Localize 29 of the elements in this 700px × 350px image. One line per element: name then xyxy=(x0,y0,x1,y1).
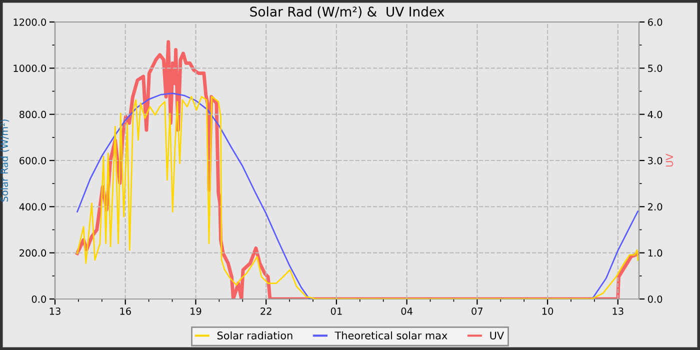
y-tick-label: 200.0 xyxy=(20,249,46,257)
y2-tick-label: 5.0 xyxy=(648,64,662,72)
y2-tick-label: 0.0 xyxy=(648,295,662,303)
y-tick-label: 800.0 xyxy=(19,110,46,118)
legend-label: UV xyxy=(490,332,504,340)
x-tick-label: 01 xyxy=(330,308,342,315)
x-tick-label: 22 xyxy=(260,308,272,315)
legend-label: Theoretical solar max xyxy=(334,331,448,340)
y-tick-label: 0.0 xyxy=(32,295,46,303)
y2-tick-label: 1.0 xyxy=(648,249,662,257)
x-tick-label: 07 xyxy=(472,308,483,315)
legend-label: Solar radiation xyxy=(217,331,292,340)
y2-tick-label: 2.0 xyxy=(648,203,662,210)
y2-tick-label: 3.0 xyxy=(648,156,662,164)
x-tick-label: 19 xyxy=(190,308,202,315)
y2-tick-label: 6.0 xyxy=(648,18,662,26)
y-tick-label: 400.0 xyxy=(19,203,46,210)
chart-title: Solar Rad (W/m²) & UV Index xyxy=(250,6,444,18)
x-tick-label: 13 xyxy=(50,308,60,315)
y2-tick-label: 4.0 xyxy=(648,110,662,118)
y-tick-label: 1000.0 xyxy=(14,64,46,72)
y-tick-label: 1200.0 xyxy=(14,18,46,26)
x-tick-label: 10 xyxy=(542,308,554,315)
x-tick-label: 16 xyxy=(120,308,131,315)
y-tick-label: 600.0 xyxy=(20,156,46,164)
x-tick-label: 13 xyxy=(612,308,624,315)
x-tick-label: 04 xyxy=(401,308,412,315)
y-axis-title: Solar Rad (W/m²) xyxy=(0,120,10,202)
y2-axis-title: UV xyxy=(666,154,674,167)
